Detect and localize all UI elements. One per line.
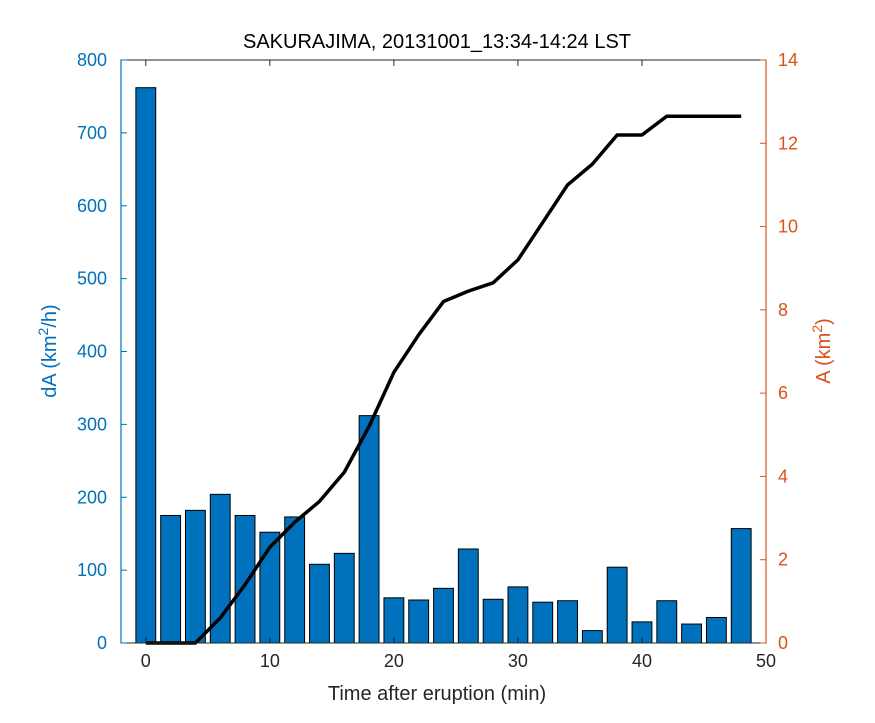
right-tick-label: 2 xyxy=(778,550,788,570)
bar xyxy=(681,623,703,644)
left-tick-label: 600 xyxy=(77,196,107,216)
left-tick-label: 500 xyxy=(77,269,107,289)
x-tick-label: 30 xyxy=(508,651,528,671)
right-tick-label: 8 xyxy=(778,300,788,320)
right-tick-label: 12 xyxy=(778,133,798,153)
right-tick-label: 14 xyxy=(778,50,798,70)
bar xyxy=(656,600,678,644)
bar xyxy=(333,552,355,644)
right-tick-label: 10 xyxy=(778,217,798,237)
right-axis-label-tail: ) xyxy=(813,318,835,325)
bar xyxy=(309,563,330,644)
bar xyxy=(457,548,479,644)
x-tick-label: 50 xyxy=(756,651,776,671)
left-tick-label: 700 xyxy=(77,123,107,143)
x-axis-label: Time after eruption (min) xyxy=(328,683,546,705)
bar xyxy=(532,601,554,644)
cumulative-area-line xyxy=(145,114,742,645)
right-axis-label-sup: 2 xyxy=(809,325,825,333)
bar xyxy=(557,600,578,644)
bar xyxy=(408,599,430,644)
bar xyxy=(482,598,504,644)
left-tick-label: 400 xyxy=(77,342,107,362)
right-tick-label: 0 xyxy=(778,633,788,653)
right-axis-ticks: 0 2 4 6 8 10 12 14 xyxy=(760,50,798,653)
x-tick-label: 40 xyxy=(632,651,652,671)
x-tick-label: 0 xyxy=(141,651,151,671)
left-axis-label-base: dA (km xyxy=(39,335,61,397)
left-tick-label: 100 xyxy=(77,560,107,580)
bar xyxy=(135,87,157,644)
x-tick-label: 20 xyxy=(384,651,404,671)
x-axis-ticks: 0 10 20 30 40 50 xyxy=(141,60,776,671)
chart-title: SAKURAJIMA, 20131001_13:34-14:24 LST xyxy=(243,31,631,53)
left-axis-label-tail: /h) xyxy=(39,304,61,327)
x-tick-label: 10 xyxy=(260,651,280,671)
left-axis-ticks: 0 100 200 300 400 500 600 700 800 xyxy=(77,50,127,653)
bar xyxy=(234,514,256,644)
bar xyxy=(507,586,529,644)
left-tick-label: 200 xyxy=(77,487,107,507)
right-tick-label: 4 xyxy=(778,466,788,486)
bar xyxy=(209,493,231,644)
right-axis-label-base: A (km xyxy=(813,333,835,384)
left-tick-label: 800 xyxy=(77,50,107,70)
bar xyxy=(383,597,405,644)
left-axis-label: dA (km2/h) xyxy=(35,304,61,397)
bar xyxy=(185,509,206,644)
right-axis-label: A (km2) xyxy=(809,318,835,384)
line-series xyxy=(145,114,742,645)
bar xyxy=(284,516,306,644)
right-tick-label: 6 xyxy=(778,383,788,403)
left-tick-label: 0 xyxy=(97,633,107,653)
bar xyxy=(730,528,752,644)
bar xyxy=(358,415,380,644)
bar xyxy=(581,630,603,644)
bar xyxy=(160,514,182,644)
bar xyxy=(705,616,727,644)
bar xyxy=(433,587,454,644)
bar-series xyxy=(135,87,752,644)
bar xyxy=(606,566,628,644)
left-tick-label: 300 xyxy=(77,414,107,434)
left-axis-label-sup: 2 xyxy=(35,327,51,335)
